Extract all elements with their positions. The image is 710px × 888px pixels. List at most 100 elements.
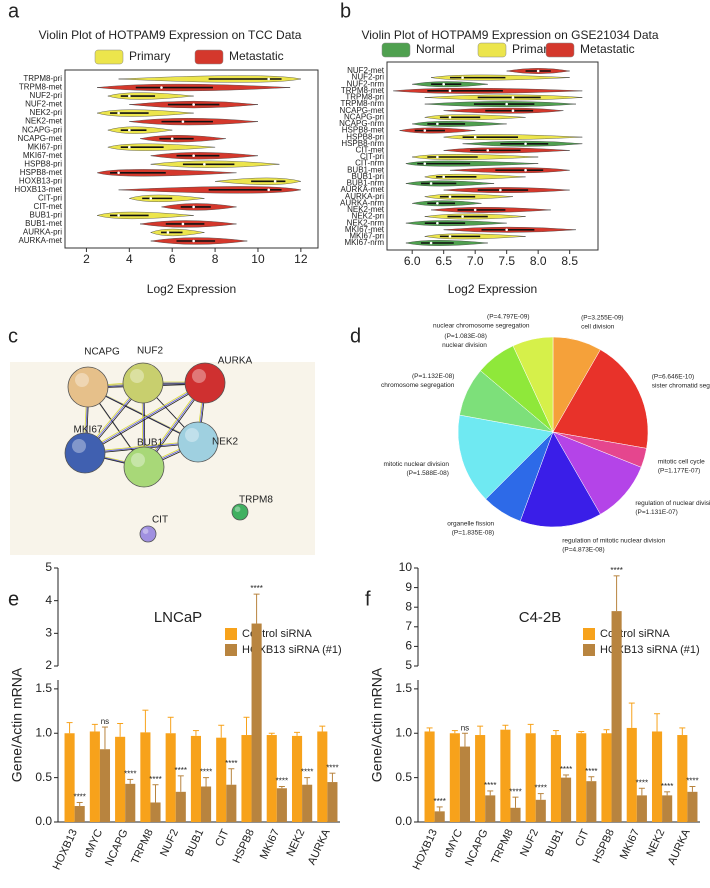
y-tick-label: 5 bbox=[405, 658, 412, 672]
median bbox=[192, 103, 195, 106]
significance: **** bbox=[433, 797, 445, 806]
bar bbox=[216, 737, 227, 822]
row-label: NEK2-nrm bbox=[347, 218, 385, 227]
row-label: BUB1-met bbox=[347, 165, 385, 174]
median bbox=[499, 188, 502, 192]
significance: **** bbox=[149, 775, 161, 784]
legend-swatch bbox=[225, 644, 237, 656]
row-label: HSPB8-pri bbox=[346, 132, 384, 141]
median bbox=[128, 94, 131, 98]
bar bbox=[74, 806, 85, 822]
panel-label: e bbox=[8, 588, 19, 610]
significance: **** bbox=[326, 763, 338, 772]
node-highlight bbox=[130, 369, 144, 383]
significance: **** bbox=[509, 787, 521, 796]
network-node bbox=[67, 366, 109, 408]
bar bbox=[241, 735, 252, 822]
network-node bbox=[177, 421, 219, 463]
legend-swatch bbox=[381, 42, 411, 58]
row-label: BUB1-nrm bbox=[347, 179, 385, 188]
significance: **** bbox=[661, 782, 673, 791]
median bbox=[448, 89, 452, 93]
y-tick-label: 6 bbox=[405, 639, 412, 653]
slice-pvalue: (P=3.255E-09) bbox=[581, 314, 623, 321]
legend-label: HOXB13 siRNA (#1) bbox=[242, 644, 342, 656]
x-tick-label: 8 bbox=[212, 252, 219, 266]
node-label: NUF2 bbox=[137, 346, 164, 357]
legend-label: Control siRNA bbox=[600, 628, 670, 640]
slice-pvalue: (P=1.083E-08) bbox=[444, 333, 486, 340]
row-label: CIT-pri bbox=[38, 193, 62, 202]
significance: **** bbox=[535, 784, 547, 793]
bar bbox=[500, 729, 511, 822]
bar bbox=[64, 733, 75, 822]
network-edge bbox=[83, 381, 205, 453]
x-tick-label: 12 bbox=[294, 252, 308, 266]
row-label: MKI67-nrm bbox=[344, 238, 384, 247]
median bbox=[423, 129, 427, 132]
bar bbox=[226, 784, 237, 822]
node-label: BUB1 bbox=[137, 438, 164, 449]
x-tick-label: cMYC bbox=[442, 827, 466, 859]
median bbox=[473, 135, 477, 139]
row-label: BUB1-met bbox=[25, 219, 63, 228]
median bbox=[166, 231, 170, 234]
x-axis-label: Log2 Expression bbox=[448, 282, 537, 296]
bar bbox=[434, 811, 445, 822]
row-label: TRPM8-pri bbox=[345, 93, 384, 102]
network-node bbox=[139, 525, 157, 543]
x-tick-label: NUF2 bbox=[158, 827, 181, 858]
x-tick-label: NEK2 bbox=[284, 827, 307, 858]
median bbox=[524, 142, 527, 146]
bar bbox=[291, 735, 303, 822]
row-label: HOXB13-met bbox=[14, 185, 62, 194]
median bbox=[536, 69, 540, 73]
node-highlight bbox=[72, 439, 86, 453]
slice-pvalue: (P=1.588E-08) bbox=[406, 470, 448, 477]
legend-swatch bbox=[477, 42, 507, 58]
bar bbox=[327, 782, 338, 822]
chart-title: LNCaP bbox=[154, 609, 202, 626]
bar bbox=[475, 735, 486, 822]
median bbox=[442, 175, 445, 179]
bar bbox=[601, 733, 612, 822]
node-label: MKI67 bbox=[74, 425, 103, 436]
row-label: HSPB8-met bbox=[20, 168, 63, 177]
panel-label: b bbox=[340, 0, 351, 22]
median bbox=[448, 195, 452, 198]
y-tick-label: 1.0 bbox=[35, 725, 52, 739]
median bbox=[181, 222, 185, 226]
x-tick-label: NEK2 bbox=[644, 827, 667, 858]
x-tick-label: TRPM8 bbox=[129, 827, 156, 866]
row-label: NEK2-met bbox=[25, 117, 63, 126]
row-label: NCAPG-met bbox=[340, 106, 385, 115]
median bbox=[192, 205, 195, 209]
panel-label: a bbox=[8, 0, 20, 22]
row-label: HSPB8-met bbox=[342, 126, 385, 135]
row-label: MKI67-met bbox=[345, 225, 385, 234]
median bbox=[461, 215, 464, 218]
legend-swatch bbox=[583, 628, 595, 640]
row-label: NCAPG-nrm bbox=[339, 119, 384, 128]
row-label: TRPM8-nrm bbox=[340, 99, 384, 108]
slice-label: sister chromatid segregation bbox=[652, 383, 710, 390]
row-label: NUF2-pri bbox=[352, 73, 385, 82]
row-label: NEK2-pri bbox=[352, 212, 385, 221]
significance: **** bbox=[225, 759, 237, 768]
bar bbox=[449, 733, 460, 822]
bar bbox=[525, 733, 536, 822]
network-node bbox=[123, 446, 165, 488]
node-label: NCAPG bbox=[84, 347, 120, 358]
row-label: CIT-nrm bbox=[355, 159, 384, 168]
node-label: CIT bbox=[152, 515, 168, 526]
significance: **** bbox=[73, 793, 85, 802]
median bbox=[160, 86, 163, 89]
network-node bbox=[231, 503, 249, 521]
median bbox=[505, 228, 508, 232]
median bbox=[473, 208, 477, 212]
bar bbox=[201, 786, 212, 822]
legend-label: HOXB13 siRNA (#1) bbox=[600, 644, 700, 656]
bar bbox=[125, 783, 136, 822]
median bbox=[273, 180, 277, 183]
